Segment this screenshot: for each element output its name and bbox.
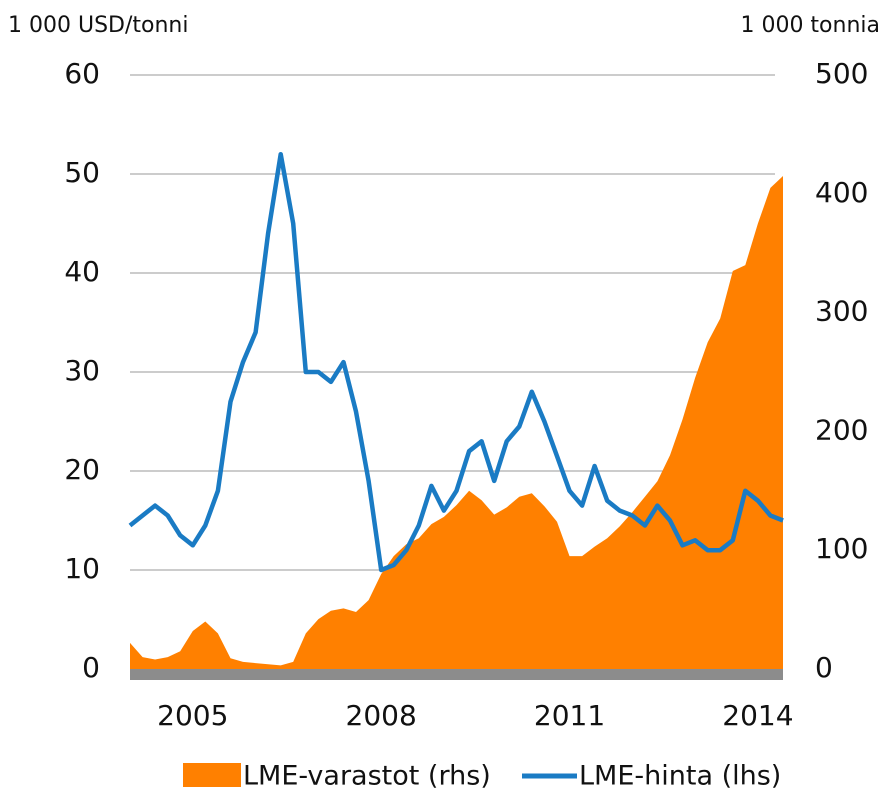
legend-swatch: [183, 763, 241, 787]
y-tick-label: 40: [64, 255, 100, 288]
y2-tick-label: 200: [815, 413, 868, 446]
y2-tick-label: 500: [815, 57, 868, 90]
y-tick-label: 30: [64, 354, 100, 387]
y2-tick-label: 100: [815, 532, 868, 565]
x-axis-base: [130, 669, 783, 680]
y-tick-label: 50: [64, 156, 100, 189]
y-tick-label: 0: [82, 651, 100, 684]
x-tick-label: 2008: [346, 699, 417, 732]
area: [130, 176, 783, 669]
x-tick-label: 2011: [534, 699, 605, 732]
x-tick-label: 2014: [722, 699, 793, 732]
legend-label: LME-hinta (lhs): [579, 761, 781, 792]
y-tick-label: 60: [64, 57, 100, 90]
y-tick-label: 10: [64, 552, 100, 585]
y2-tick-label: 300: [815, 295, 868, 328]
line: [128, 151, 784, 573]
y-axis-label: 1 000 USD/tonni: [8, 13, 188, 38]
y2-tick-label: 0: [815, 651, 833, 684]
y2-axis-label: 1 000 tonnia: [740, 13, 880, 38]
y-tick-label: 20: [64, 453, 100, 486]
legend-label: LME-varastot (rhs): [243, 761, 491, 792]
x-tick-label: 2005: [157, 699, 228, 732]
y2-tick-label: 400: [815, 176, 868, 209]
